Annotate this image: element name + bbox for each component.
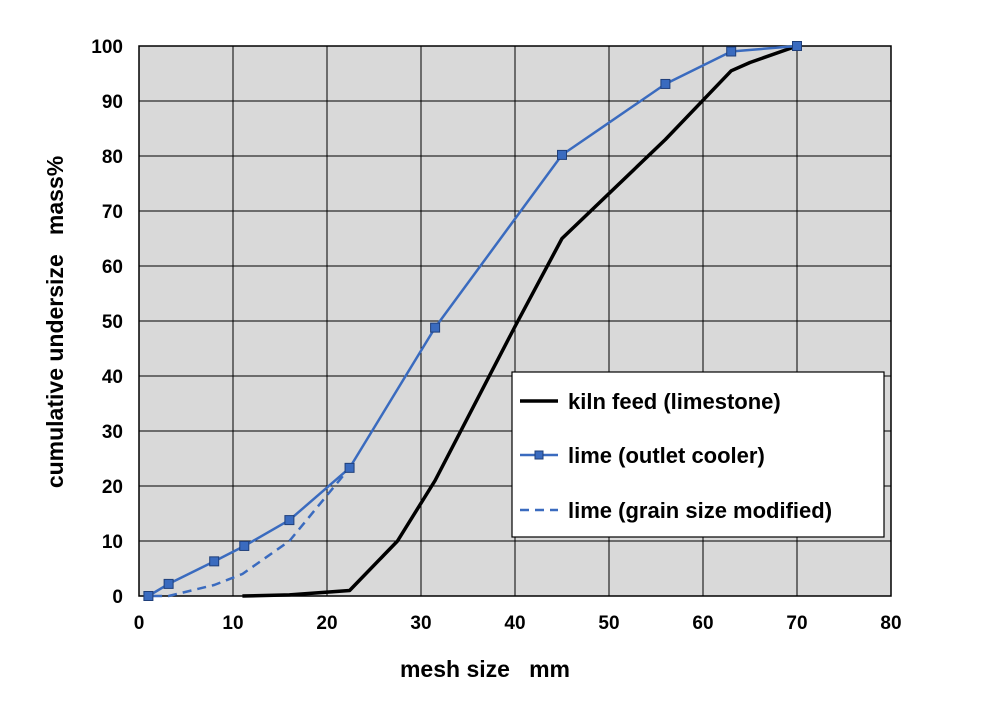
x-tick-labels: 0 10 20 30 40 50 60 70 80 (134, 613, 902, 634)
series-point (239, 540, 250, 551)
x-tick-label: 10 (222, 613, 243, 634)
legend-marker-lime-outlet (534, 450, 544, 460)
series-point (284, 515, 295, 526)
x-tick-label: 20 (316, 613, 337, 634)
series-point (344, 462, 355, 473)
legend-label-kiln-feed: kiln feed (limestone) (568, 389, 781, 414)
x-tick-label: 60 (692, 613, 713, 634)
legend-label-lime-outlet: lime (outlet cooler) (568, 443, 765, 468)
legend: kiln feed (limestone) lime (outlet coole… (511, 371, 885, 538)
plot-frame (138, 45, 892, 597)
series-point (557, 149, 567, 160)
y-tick-label: 70 (102, 202, 123, 223)
series-layer (143, 41, 802, 601)
series-line-2 (153, 467, 351, 598)
y-tick-label: 20 (102, 477, 123, 498)
x-tick-label: 50 (598, 613, 619, 634)
x-tick-label: 70 (786, 613, 807, 634)
y-tick-label: 90 (102, 92, 123, 113)
legend-label-lime-modified: lime (grain size modified) (568, 498, 832, 523)
y-axis-title: cumulative undersize mass% (42, 156, 68, 488)
y-tick-label: 10 (102, 532, 123, 553)
x-tick-label: 80 (880, 613, 901, 634)
series-point (792, 41, 802, 51)
legend-box (511, 371, 885, 538)
x-axis-title: mesh size mm (400, 656, 570, 682)
y-tick-label: 100 (91, 37, 123, 58)
y-tick-label: 30 (102, 422, 123, 443)
series-line-0 (242, 44, 798, 598)
y-tick-label: 50 (102, 312, 123, 333)
series-point (430, 322, 441, 333)
series-point (163, 578, 174, 589)
series-point (143, 591, 154, 601)
x-tick-label: 30 (410, 613, 431, 634)
y-tick-label: 80 (102, 147, 123, 168)
y-tick-label: 60 (102, 257, 123, 278)
y-tick-label: 40 (102, 367, 123, 388)
series-point (209, 556, 220, 567)
x-tick-label: 0 (134, 613, 145, 634)
y-tick-label: 0 (112, 587, 123, 608)
series-point (660, 78, 671, 89)
y-tick-labels: 0 10 20 30 40 50 60 70 80 90 100 (91, 37, 123, 608)
series-point (726, 46, 737, 57)
x-tick-label: 40 (504, 613, 525, 634)
